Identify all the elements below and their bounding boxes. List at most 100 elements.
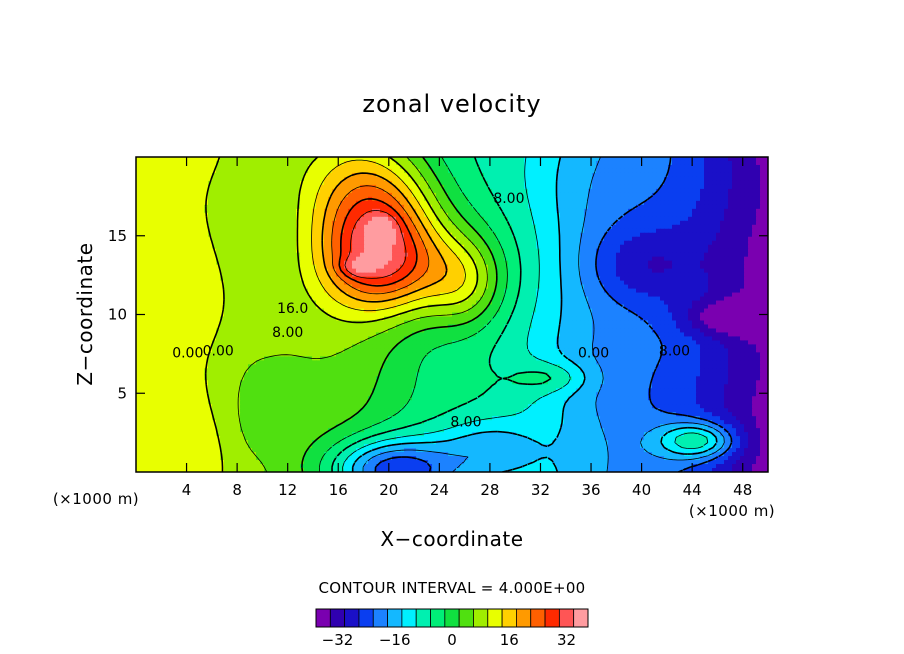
- field-cell: [736, 244, 741, 250]
- field-cell: [320, 196, 325, 202]
- field-cell: [648, 240, 653, 246]
- field-cell: [732, 264, 737, 270]
- field-cell: [336, 212, 341, 218]
- field-cell: [684, 160, 689, 166]
- field-cell: [520, 272, 525, 278]
- field-cell: [308, 184, 313, 190]
- field-cell: [636, 240, 641, 246]
- field-cell: [596, 176, 601, 182]
- field-cell: [232, 216, 237, 222]
- field-cell: [556, 157, 561, 162]
- field-cell: [384, 276, 389, 282]
- field-cell: [492, 184, 497, 190]
- field-cell: [564, 212, 569, 218]
- field-cell: [468, 268, 473, 274]
- field-cell: [244, 240, 249, 246]
- field-cell: [476, 180, 481, 186]
- field-cell: [308, 256, 313, 262]
- field-cell: [364, 192, 369, 198]
- field-cell: [764, 200, 768, 206]
- field-cell: [292, 164, 297, 170]
- field-cell: [740, 232, 745, 238]
- field-cell: [604, 268, 609, 274]
- field-cell: [392, 180, 397, 186]
- field-cell: [600, 256, 605, 262]
- field-cell: [228, 228, 233, 234]
- field-cell: [180, 204, 185, 210]
- field-cell: [720, 208, 725, 214]
- field-cell: [652, 200, 657, 206]
- field-cell: [608, 256, 613, 262]
- field-cell: [552, 172, 557, 178]
- field-cell: [728, 208, 733, 214]
- field-cell: [472, 164, 477, 170]
- field-cell: [676, 248, 681, 254]
- field-cell: [636, 160, 641, 166]
- field-cell: [152, 196, 157, 202]
- field-cell: [564, 172, 569, 178]
- field-cell: [156, 192, 161, 198]
- field-cell: [652, 244, 657, 250]
- field-cell: [264, 248, 269, 254]
- field-cell: [716, 220, 721, 226]
- field-cell: [732, 268, 737, 274]
- field-cell: [252, 176, 257, 182]
- field-cell: [152, 244, 157, 250]
- field-cell: [552, 240, 557, 246]
- field-cell: [244, 216, 249, 222]
- field-cell: [412, 252, 417, 258]
- field-cell: [536, 196, 541, 202]
- field-cell: [452, 200, 457, 206]
- field-cell: [360, 168, 365, 174]
- field-cell: [204, 180, 209, 186]
- field-cell: [696, 160, 701, 166]
- field-cell: [500, 240, 505, 246]
- field-cell: [640, 192, 645, 198]
- field-cell: [320, 184, 325, 190]
- field-cell: [708, 157, 713, 162]
- field-cell: [288, 180, 293, 186]
- field-cell: [500, 196, 505, 202]
- field-cell: [448, 192, 453, 198]
- field-cell: [740, 264, 745, 270]
- field-cell: [616, 168, 621, 174]
- field-cell: [172, 192, 177, 198]
- field-cell: [368, 200, 373, 206]
- field-cell: [328, 280, 333, 286]
- field-cell: [720, 180, 725, 186]
- field-cell: [752, 240, 757, 246]
- field-cell: [160, 157, 165, 162]
- field-cell: [176, 192, 181, 198]
- field-cell: [532, 240, 537, 246]
- field-cell: [428, 244, 433, 250]
- field-cell: [432, 184, 437, 190]
- field-cell: [608, 276, 613, 282]
- field-cell: [620, 268, 625, 274]
- field-cell: [304, 188, 309, 194]
- field-cell: [596, 200, 601, 206]
- field-cell: [584, 160, 589, 166]
- field-cell: [580, 192, 585, 198]
- field-cell: [276, 176, 281, 182]
- field-cell: [568, 220, 573, 226]
- field-cell: [644, 200, 649, 206]
- field-cell: [548, 244, 553, 250]
- field-cell: [348, 260, 353, 266]
- field-cell: [200, 184, 205, 190]
- field-cell: [356, 272, 361, 278]
- field-cell: [188, 184, 193, 190]
- field-cell: [208, 184, 213, 190]
- field-cell: [456, 176, 461, 182]
- field-cell: [564, 168, 569, 174]
- field-cell: [248, 204, 253, 210]
- field-cell: [540, 157, 545, 162]
- field-cell: [156, 256, 161, 262]
- field-cell: [196, 276, 201, 282]
- field-cell: [396, 236, 401, 242]
- field-cell: [180, 240, 185, 246]
- field-cell: [728, 216, 733, 222]
- field-cell: [196, 224, 201, 230]
- field-cell: [676, 276, 681, 282]
- field-cell: [472, 232, 477, 238]
- field-cell: [600, 168, 605, 174]
